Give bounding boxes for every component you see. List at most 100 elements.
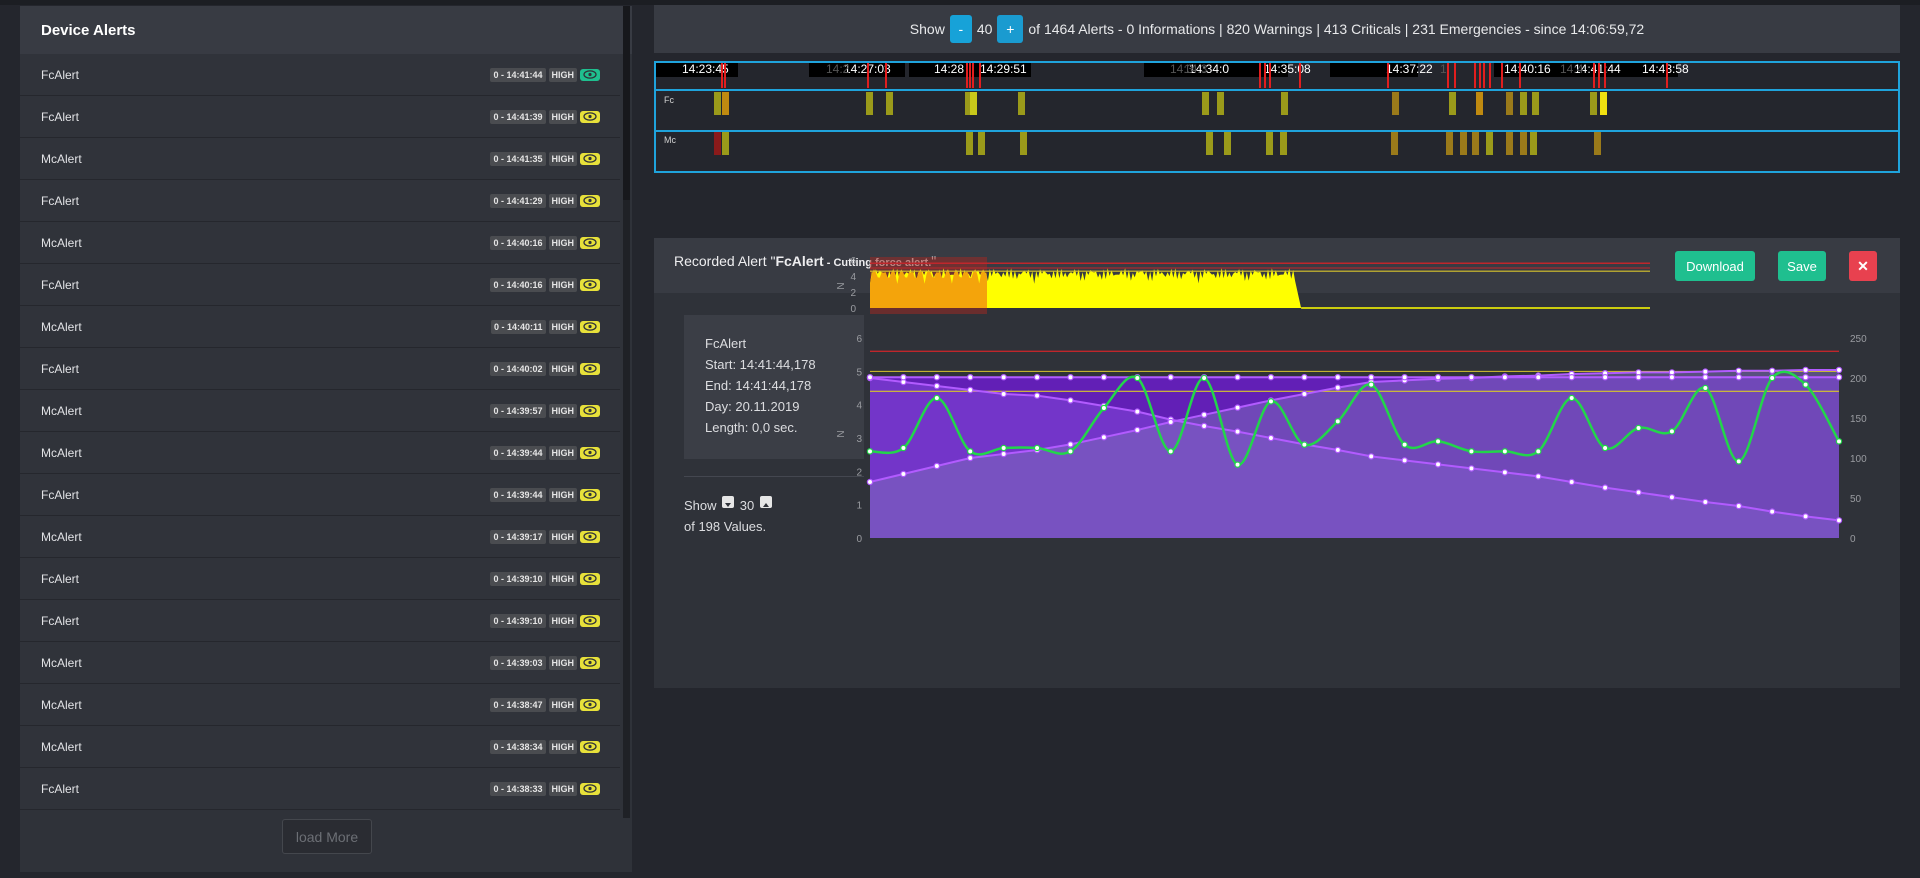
alert-meta: 0 - 14:38:47 HIGH [490,697,600,712]
view-alert-button[interactable] [580,572,600,585]
alert-row[interactable]: McAlert 0 - 14:40:11 HIGH [20,306,620,348]
scrollbar-track[interactable] [623,6,630,818]
main-chart-series-point [1234,404,1241,411]
main-chart-series-point [1501,373,1509,381]
view-alert-button[interactable] [580,68,600,81]
timeline-fc-block [1018,92,1025,115]
alert-list: FcAlert 0 - 14:41:44 HIGH FcAlert 0 - 14:41:… [20,54,620,810]
timeline-faded-label: 14:3 [1170,62,1194,76]
main-chart-series-point [866,373,874,381]
timeline-faded-label: 14:4 [1560,62,1584,76]
decrease-count-button[interactable]: - [949,15,972,43]
main-chart-series-point [1702,368,1709,375]
main-chart-green-point [1434,438,1442,445]
main-chart-series-point [1000,450,1007,458]
alert-row[interactable]: McAlert 0 - 14:39:57 HIGH [20,390,620,432]
timeline-mc-block [1446,132,1453,155]
alert-timeline[interactable]: 14:23:4514:27:0314:2814:29:5114:34:014:3… [654,61,1900,211]
timeline-time-label: 14:35:08 [1264,62,1311,76]
alert-name: McAlert [41,151,82,166]
alert-row[interactable]: McAlert 0 - 14:39:03 HIGH [20,642,620,684]
alert-row[interactable]: FcAlert 0 - 14:41:39 HIGH [20,96,620,138]
main-chart-series-point [900,373,907,381]
view-alert-button[interactable] [580,656,600,669]
decrease-values-button[interactable] [722,496,735,508]
main-chart-series-point [866,478,874,486]
alert-meta: 0 - 14:39:44 HIGH [490,445,600,460]
main-chart-green-point [1200,374,1208,382]
timeline-time-label: 14:29:51 [980,62,1027,76]
alert-time-badge: 0 - 14:41:35 [490,151,546,166]
top-chart-y-tick: 4 [850,272,856,283]
view-alert-button[interactable] [580,488,600,501]
alert-row[interactable]: FcAlert 0 - 14:40:02 HIGH [20,348,620,390]
alert-row[interactable]: FcAlert 0 - 14:39:44 HIGH [20,474,620,516]
load-more-button[interactable]: load More [282,819,372,854]
view-alert-button[interactable] [580,614,600,627]
alert-level-badge: HIGH [548,445,577,460]
view-alert-button[interactable] [580,404,600,417]
main-chart-green-point [967,448,974,455]
main-chart-series-point [1368,373,1375,381]
alert-row[interactable]: FcAlert 0 - 14:41:29 HIGH [20,180,620,222]
view-alert-button[interactable] [580,530,600,543]
alert-row[interactable]: FcAlert 0 - 14:39:10 HIGH [20,600,620,642]
main-chart-series-point [1368,453,1375,460]
view-alert-button[interactable] [580,278,600,291]
alert-row[interactable]: McAlert 0 - 14:38:47 HIGH [20,684,620,726]
view-alert-button[interactable] [580,320,600,333]
main-chart-left-tick: 1 [856,501,862,512]
eye-icon [583,700,597,709]
alert-row[interactable]: McAlert 0 - 14:39:44 HIGH [20,432,620,474]
view-alert-button[interactable] [580,194,600,207]
save-button[interactable]: Save [1778,251,1826,281]
main-chart-green-point [1134,374,1141,382]
alert-time-badge: 0 - 14:38:34 [490,739,546,754]
view-alert-button[interactable] [580,740,600,753]
timeline-label-box [1552,63,1612,77]
main-chart-series-point [1067,441,1074,448]
timeline-fc-block [1217,92,1224,115]
alert-row[interactable]: FcAlert 0 - 14:38:33 HIGH [20,768,620,810]
view-alert-button[interactable] [580,446,600,459]
main-chart-series-point [1334,384,1341,391]
eye-icon [583,70,597,79]
main-chart-series-point [1234,428,1241,435]
alert-row[interactable]: McAlert 0 - 14:41:35 HIGH [20,138,620,180]
close-button[interactable]: ✕ [1849,251,1877,281]
timeline-time-label: 14:23:45 [682,62,729,76]
view-alert-button[interactable] [580,782,600,795]
eye-icon [583,364,597,373]
view-alert-button[interactable] [580,110,600,123]
alert-time-badge: 0 - 14:39:17 [490,529,546,544]
alert-name: FcAlert [41,361,80,376]
main-chart-series-point [1802,373,1809,381]
view-alert-button[interactable] [580,698,600,711]
alert-meta: 0 - 14:41:35 HIGH [490,151,600,166]
alert-row[interactable]: FcAlert 0 - 14:40:16 HIGH [20,264,620,306]
main-chart-series-point [933,373,941,381]
timeline-fc-block [1520,92,1527,115]
alert-row[interactable]: McAlert 0 - 14:38:34 HIGH [20,726,620,768]
increase-count-button[interactable]: + [997,15,1024,43]
alert-row[interactable]: McAlert 0 - 14:39:17 HIGH [20,516,620,558]
increase-values-button[interactable] [759,496,772,508]
alert-time-badge: 0 - 14:39:03 [490,655,546,670]
download-button[interactable]: Download [1675,251,1755,281]
main-chart-green-point [1401,441,1408,448]
view-alert-button[interactable] [580,362,600,375]
alert-row[interactable]: McAlert 0 - 14:40:16 HIGH [20,222,620,264]
alert-name: FcAlert [41,277,80,292]
main-chart-green-point [1468,448,1475,455]
view-alert-button[interactable] [580,236,600,249]
alert-meta: 0 - 14:39:57 HIGH [490,403,600,418]
view-alert-button[interactable] [580,152,600,165]
timeline-row-label-mc: Mc [664,135,676,145]
alert-row[interactable]: FcAlert 0 - 14:41:44 HIGH [20,54,620,96]
alert-meta: 0 - 14:39:10 HIGH [490,571,600,586]
alert-name: FcAlert [41,67,80,82]
info-day: Day: 20.11.2019 [705,399,800,414]
eye-icon [583,196,597,205]
scrollbar-thumb[interactable] [623,6,630,200]
alert-row[interactable]: FcAlert 0 - 14:39:10 HIGH [20,558,620,600]
